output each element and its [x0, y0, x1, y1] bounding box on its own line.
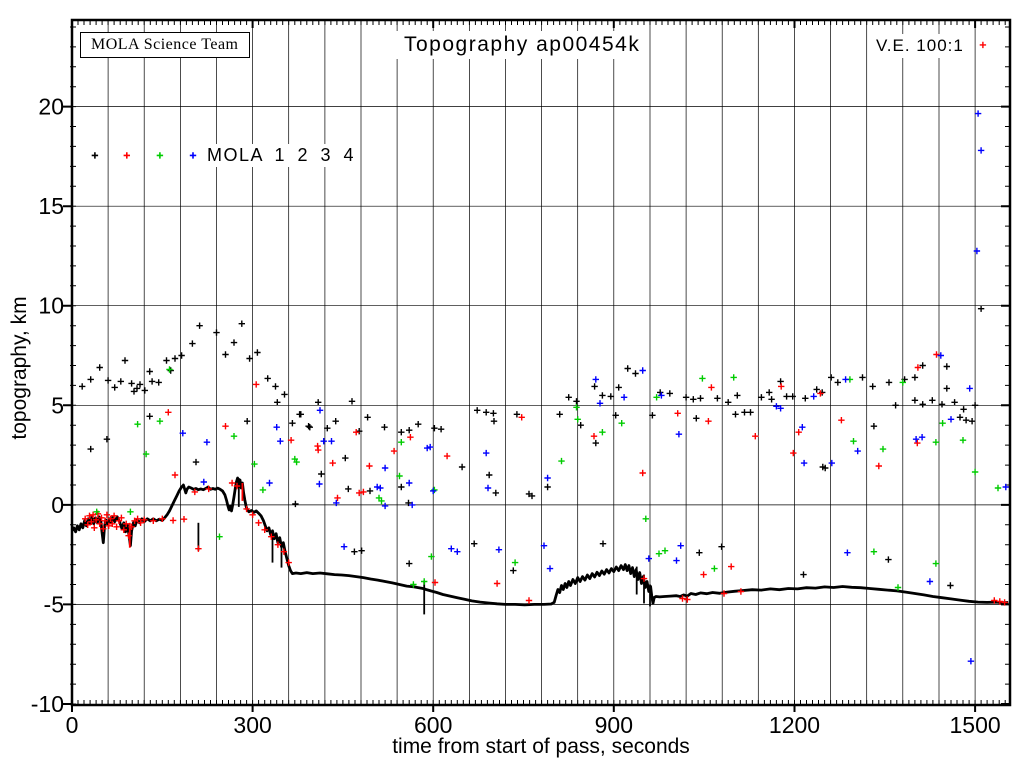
- x-tick-label-600: 600: [414, 712, 452, 738]
- x-tick-label-1500: 1500: [950, 712, 1001, 738]
- gridlines: [72, 20, 1010, 705]
- legend-marker-mola-4: [189, 152, 197, 159]
- plot-frame: [70, 18, 1012, 707]
- topography-profile-line: [70, 476, 1009, 607]
- y-tick-label--10: -10: [31, 691, 64, 717]
- legend-label: MOLA 1 2 3 4: [202, 144, 361, 167]
- x-tick-label-0: 0: [66, 712, 79, 738]
- vertical-exaggeration-note: V.E. 100:1: [872, 34, 968, 58]
- scatter-points-mola-1: [79, 305, 985, 589]
- scatter-points-mola-2: [82, 41, 1008, 606]
- y-tick-label-10: 10: [38, 293, 64, 319]
- x-tick-label-900: 900: [595, 712, 633, 738]
- y-axis-label: topography, km: [8, 296, 31, 440]
- legend-marker-mola-2: [123, 152, 130, 159]
- y-tick-label-15: 15: [38, 193, 64, 219]
- mola-science-team-box: MOLA Science Team: [80, 32, 250, 58]
- scatter-points-mola-3: [93, 366, 1002, 591]
- y-tick-label-20: 20: [38, 94, 64, 120]
- legend-marker-mola-3: [156, 152, 164, 159]
- major-ticks: [63, 20, 1010, 712]
- y-tick-label-0: 0: [51, 492, 64, 518]
- y-tick-label-5: 5: [51, 392, 64, 418]
- y-tick-label--5: -5: [44, 591, 64, 617]
- chart-title: Topography ap00454k: [396, 31, 649, 59]
- minor-ticks: [70, 20, 1010, 705]
- x-tick-label-1200: 1200: [769, 712, 820, 738]
- legend-marker-mola-1: [91, 152, 99, 159]
- x-tick-label-300: 300: [233, 712, 271, 738]
- scatter-points-mola-4: [179, 110, 1009, 665]
- x-axis-label: time from start of pass, seconds: [392, 735, 690, 758]
